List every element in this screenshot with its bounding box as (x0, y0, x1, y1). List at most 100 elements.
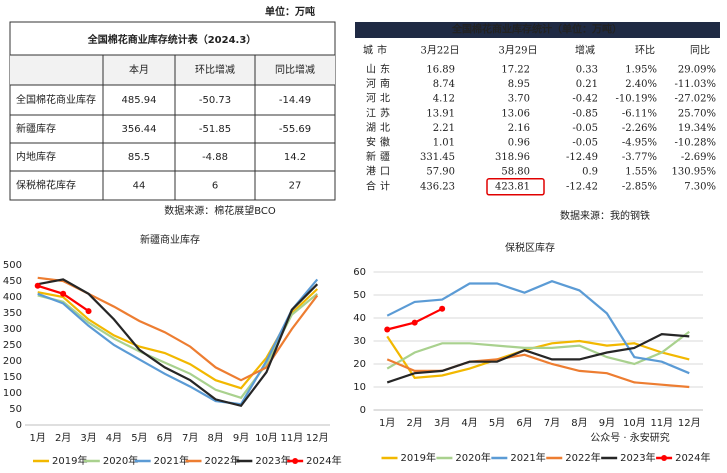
legend-marker (292, 458, 299, 464)
series-line (386, 332, 690, 384)
y-tick-label: 0 (16, 420, 22, 431)
y-tick-label: 50 (353, 290, 366, 301)
table-cell: -12.49 (566, 152, 598, 163)
row-label: 新疆库存 (16, 122, 56, 135)
table-cell: -50.73 (199, 95, 231, 106)
table-cell: -4.88 (202, 152, 228, 163)
table-cell: -0.05 (572, 123, 598, 134)
x-tick-label: 9月 (599, 417, 615, 429)
table-cell: 8.95 (508, 79, 530, 90)
legend-label: 2022年 (565, 451, 600, 464)
table-cell: -0.85 (572, 108, 598, 119)
column-header: 本月 (129, 63, 149, 76)
table-cell: 2.16 (508, 123, 530, 134)
table-cell: 25.70% (678, 108, 716, 119)
legend-label: 2023年 (620, 451, 655, 464)
x-tick-label: 3月 (80, 432, 96, 444)
row-label: 保税棉花库存 (16, 179, 76, 192)
table-cell: 7.30% (684, 181, 716, 192)
table-cell: 19.34% (678, 123, 716, 134)
table-cell: -4.95% (622, 138, 657, 149)
table-cell: 0.33 (576, 65, 598, 76)
series-marker (439, 305, 446, 312)
series-marker (411, 319, 418, 326)
series-marker (60, 290, 67, 297)
x-tick-label: 10月 (623, 417, 646, 429)
x-tick-label: 1月 (379, 417, 395, 429)
x-tick-label: 12月 (306, 432, 329, 444)
x-tick-label: 2月 (407, 417, 423, 429)
table-cell: 8.74 (433, 79, 455, 90)
table-cell: 14.2 (284, 152, 306, 163)
table-cell: -0.05 (572, 138, 598, 149)
chart-title: 新疆商业库存 (140, 233, 200, 246)
table-cell: 16.89 (426, 65, 455, 76)
y-tick-label: 30 (353, 336, 366, 347)
table-cell: 1.01 (433, 138, 455, 149)
chart-title: 保税区库存 (505, 241, 555, 254)
series-line (37, 276, 319, 382)
table-cell: -14.49 (279, 95, 311, 106)
x-tick-label: 7月 (182, 432, 198, 444)
legend-label: 2024年 (675, 451, 710, 464)
column-header: 增减 (575, 44, 595, 57)
row-label: 内地库存 (16, 150, 56, 163)
y-tick-label: 400 (3, 292, 22, 303)
table-cell: 1.95% (625, 65, 657, 76)
table-cell: 17.22 (501, 65, 530, 76)
source-note: 数据来源：棉花展望BCO (164, 204, 276, 217)
table-cell: 436.23 (420, 181, 455, 192)
x-tick-label: 3月 (434, 417, 450, 429)
x-tick-label: 9月 (233, 432, 249, 444)
table-cell: 423.81 (495, 181, 530, 192)
x-tick-label: 4月 (461, 417, 477, 429)
highlight-box (486, 178, 545, 196)
table-cell: 2.21 (433, 123, 455, 134)
legend-label: 2019年 (52, 454, 87, 467)
y-tick-label: 60 (353, 267, 366, 278)
row-label: 山东 (366, 63, 394, 76)
y-tick-label: 450 (3, 276, 22, 287)
table-cell: 6 (212, 181, 218, 192)
x-tick-label: 11月 (650, 417, 673, 429)
left-table-frame (9, 21, 336, 201)
table-title: 全国棉花商业库存统计表（2024.3） (87, 33, 257, 46)
row-label: 港口 (366, 166, 394, 178)
table-cell: 29.09% (678, 65, 716, 76)
y-tick-label: 300 (3, 324, 22, 335)
row-label: 湖北 (366, 122, 394, 134)
y-tick-label: 350 (3, 308, 22, 319)
row-label: 新疆 (366, 150, 394, 163)
series-marker (384, 326, 391, 333)
table-cell: 130.95% (672, 167, 717, 178)
x-tick-label: 8月 (571, 417, 587, 429)
table-cell: 57.90 (426, 167, 455, 178)
legend-label: 2021年 (510, 451, 545, 464)
table-cell: 0.21 (576, 79, 598, 90)
table-cell: 331.45 (420, 152, 455, 163)
legend-label: 2022年 (205, 454, 240, 467)
y-tick-label: 50 (9, 404, 22, 415)
watermark: 公众号 · 永安研究 (590, 431, 670, 444)
x-tick-label: 7月 (544, 417, 560, 429)
y-tick-label: 100 (3, 388, 22, 399)
row-label: 全国棉花商业库存 (16, 93, 96, 106)
table-cell: 1.55% (625, 167, 657, 178)
table-cell: 0.9 (582, 167, 598, 178)
table-cell: -3.77% (622, 152, 657, 163)
table-cell: -27.02% (674, 94, 716, 105)
table-cell: -2.85% (622, 181, 657, 192)
series-marker (85, 308, 92, 315)
table-cell: -10.28% (674, 138, 716, 149)
y-tick-label: 250 (3, 340, 22, 351)
x-tick-label: 10月 (255, 432, 278, 444)
y-tick-label: 500 (3, 260, 22, 271)
legend-label: 2020年 (103, 454, 138, 467)
series-line (37, 278, 319, 408)
y-tick-label: 10 (353, 382, 366, 393)
x-tick-label: 5月 (131, 432, 147, 444)
table-cell: 318.96 (495, 152, 530, 163)
table-cell: -55.69 (279, 124, 311, 135)
column-header: 3月22日 (420, 45, 459, 57)
table-cell: 0.96 (508, 138, 530, 149)
